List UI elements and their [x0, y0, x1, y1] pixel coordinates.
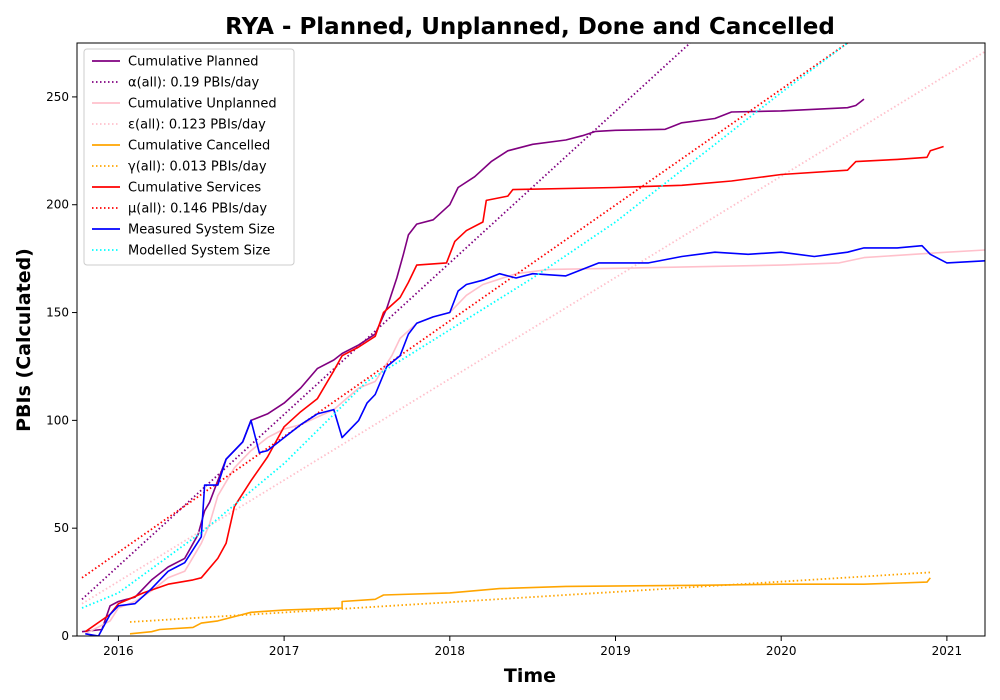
y-tick-label-50: 50 [54, 521, 69, 535]
legend-label-modelled-system-size-9: Modelled System Size [128, 244, 270, 259]
plot-series [81, 43, 985, 636]
x-tick-label-2018: 2018 [435, 644, 466, 658]
legend-label-cumulative-services-6: Cumulative Services [128, 181, 261, 196]
legend-label-all-0-146-pbis-day-7: μ(all): 0.146 PBIs/day [128, 202, 267, 217]
y-tick-label-100: 100 [46, 413, 69, 427]
legend-label-all-0-013-pbis-day-5: γ(all): 0.013 PBIs/day [128, 160, 267, 175]
x-tick-label-2017: 2017 [269, 644, 300, 658]
x-tick-label-2020: 2020 [766, 644, 797, 658]
legend-label-measured-system-size-8: Measured System Size [128, 223, 275, 238]
plot-frame [76, 42, 986, 637]
y-tick-label-150: 150 [46, 306, 69, 320]
plot-axes: 2016 2017 2018 2019 2020 2021 0 50 100 150 200 250 [46, 42, 986, 658]
series-line-all-0-19-pbis-day-1 [81, 43, 691, 600]
series-line-all-0-013-pbis-day-5 [129, 571, 931, 623]
x-axis-title: Time [504, 665, 556, 687]
legend-label-all-0-19-pbis-day-1: α(all): 0.19 PBIs/day [128, 76, 259, 91]
y-tick-label-0: 0 [61, 629, 69, 643]
x-tick-label-2021: 2021 [932, 644, 963, 658]
chart-title: RYA - Planned, Unplanned, Done and Cance… [225, 14, 835, 40]
x-tick-label-2016: 2016 [103, 644, 134, 658]
series-line-cumulative-planned-0 [81, 98, 865, 633]
y-tick-label-200: 200 [46, 198, 69, 212]
y-tick-label-250: 250 [46, 90, 69, 104]
legend-label-cumulative-cancelled-4: Cumulative Cancelled [128, 139, 270, 154]
series-line-cumulative-unplanned-2 [84, 249, 985, 635]
legend-box [83, 48, 295, 266]
legend-label-cumulative-planned-0: Cumulative Planned [128, 55, 258, 70]
legend: Cumulative Planned α(all): 0.19 PBIs/day C… [83, 48, 295, 266]
x-tick-label-2019: 2019 [600, 644, 631, 658]
y-axis-title: PBIs (Calculated) [13, 248, 35, 432]
legend-label-cumulative-unplanned-2: Cumulative Unplanned [128, 97, 277, 112]
series-group [81, 43, 985, 636]
series-line-measured-system-size-8 [85, 244, 985, 636]
legend-label-all-0-123-pbis-day-3: ε(all): 0.123 PBIs/day [128, 118, 266, 133]
series-line-cumulative-services-6 [84, 145, 944, 633]
series-line-cumulative-cancelled-4 [129, 577, 931, 635]
